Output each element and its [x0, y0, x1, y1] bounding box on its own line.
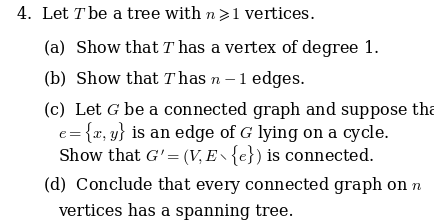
Text: (a)  Show that $T$ has a vertex of degree 1.: (a) Show that $T$ has a vertex of degree…	[43, 38, 378, 59]
Text: $e = \{x, y\}$ is an edge of $G$ lying on a cycle.: $e = \{x, y\}$ is an edge of $G$ lying o…	[58, 120, 388, 145]
Text: (b)  Show that $T$ has $n-1$ edges.: (b) Show that $T$ has $n-1$ edges.	[43, 69, 304, 90]
Text: 4.  Let $T$ be a tree with $n \geqslant 1$ vertices.: 4. Let $T$ be a tree with $n \geqslant 1…	[16, 4, 314, 23]
Text: (c)  Let $G$ be a connected graph and suppose that: (c) Let $G$ be a connected graph and sup…	[43, 100, 434, 121]
Text: Show that $G' = (V, E \setminus \{e\})$ is connected.: Show that $G' = (V, E \setminus \{e\})$ …	[58, 143, 373, 168]
Text: vertices has a spanning tree.: vertices has a spanning tree.	[58, 202, 293, 220]
Text: (d)  Conclude that every connected graph on $n$: (d) Conclude that every connected graph …	[43, 175, 422, 196]
